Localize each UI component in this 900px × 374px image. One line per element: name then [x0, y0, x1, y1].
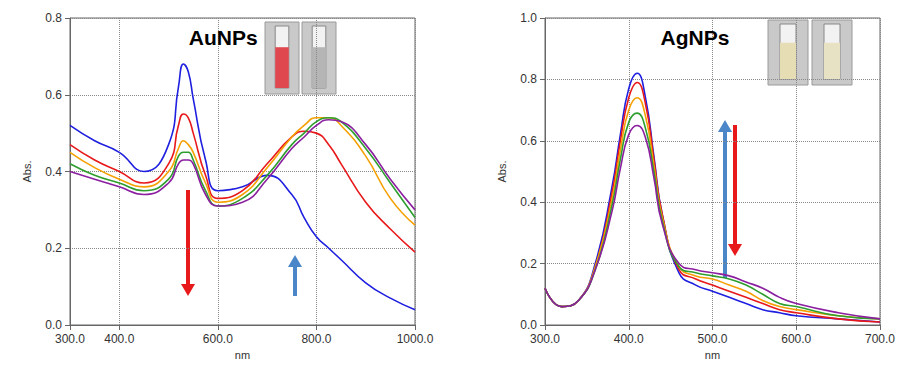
svg-text:0.6: 0.6 — [520, 134, 537, 148]
svg-text:nm: nm — [235, 349, 250, 361]
svg-text:300.0: 300.0 — [530, 332, 560, 346]
svg-text:600.0: 600.0 — [781, 332, 811, 346]
svg-text:AuNPs: AuNPs — [189, 26, 258, 49]
svg-text:Abs.: Abs. — [21, 160, 33, 182]
svg-text:0.4: 0.4 — [45, 165, 62, 179]
svg-text:Abs.: Abs. — [496, 160, 508, 182]
svg-text:AgNPs: AgNPs — [661, 26, 730, 49]
svg-text:0.8: 0.8 — [520, 72, 537, 86]
svg-text:1000.0: 1000.0 — [397, 332, 434, 346]
svg-text:1.0: 1.0 — [520, 11, 537, 25]
svg-text:700.0: 700.0 — [865, 332, 895, 346]
svg-text:0.2: 0.2 — [45, 241, 62, 255]
svg-text:nm: nm — [705, 349, 720, 361]
svg-text:600.0: 600.0 — [203, 332, 233, 346]
svg-text:500.0: 500.0 — [697, 332, 727, 346]
svg-text:0.2: 0.2 — [520, 257, 537, 271]
svg-text:400.0: 400.0 — [104, 332, 134, 346]
svg-text:0.0: 0.0 — [45, 318, 62, 332]
svg-text:400.0: 400.0 — [614, 332, 644, 346]
svg-text:0.6: 0.6 — [45, 88, 62, 102]
svg-text:300.0: 300.0 — [55, 332, 85, 346]
svg-text:800.0: 800.0 — [301, 332, 331, 346]
svg-text:0.4: 0.4 — [520, 195, 537, 209]
svg-text:0.8: 0.8 — [45, 11, 62, 25]
svg-text:0.0: 0.0 — [520, 318, 537, 332]
